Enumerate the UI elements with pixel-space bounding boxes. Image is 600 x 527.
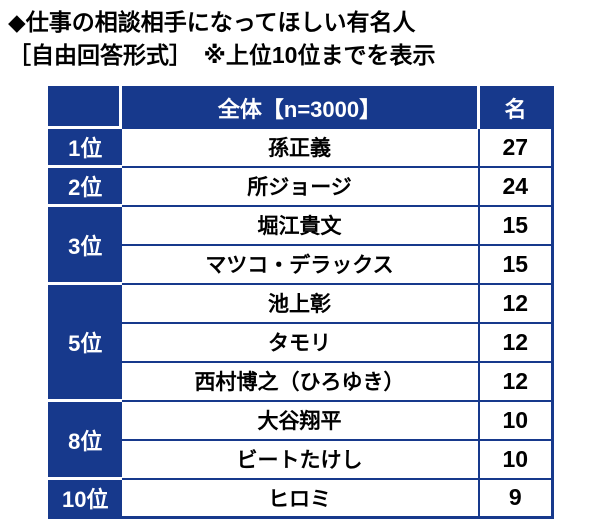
table-row: 西村博之（ひろゆき） 12 [50,360,554,402]
count-cell: 10 [477,438,554,480]
name-cell: 孫正義 [119,126,480,168]
count-cell: 24 [477,165,554,207]
count-cell: 10 [477,399,554,441]
name-cell: タモリ [119,321,480,363]
page-title: ◆仕事の相談相手になってほしい有名人 ［自由回答形式］ ※上位10位までを表示 [8,6,435,72]
name-cell: ヒロミ [119,477,480,519]
ranking-table: 全体【n=3000】 名 1位 孫正義 27 2位 所ジョージ 24 3位 堀江… [48,86,554,519]
name-cell: マツコ・デラックス [119,243,480,285]
table-row: 1位 孫正義 27 [49,126,554,168]
count-cell: 27 [477,126,554,168]
rank-cell: 10位 [49,478,121,518]
name-cell: ビートたけし [119,438,480,480]
table-row: マツコ・デラックス 15 [50,243,554,285]
title-line-1: ◆仕事の相談相手になってほしい有名人 [8,9,416,35]
count-cell: 9 [477,477,554,519]
table-row: 2位 所ジョージ 24 [49,165,554,207]
rank-cell: 2位 [49,166,121,207]
name-cell: 堀江貴文 [119,204,480,246]
count-cell: 15 [477,204,554,246]
name-cell: 西村博之（ひろゆき） [119,360,480,402]
unit-header-cell: 名 [477,87,553,128]
group-header-cell: 全体【n=3000】 [119,87,479,128]
table-row: 8位 大谷翔平 10 [49,399,554,480]
table-row: ビートたけし 10 [50,438,554,480]
count-cell: 12 [477,321,554,363]
name-cell: 池上彰 [119,282,480,324]
rank-cell: 5位 [49,283,121,402]
name-cell: 所ジョージ [119,165,480,207]
name-cell: 大谷翔平 [119,399,480,441]
count-cell: 15 [477,243,554,285]
count-cell: 12 [477,360,554,402]
rank-cell: 3位 [49,205,121,285]
rank-header-cell [49,87,121,129]
rank-cell: 1位 [49,127,121,168]
table-row: 5位 池上彰 12 [49,282,554,402]
header-row: 全体【n=3000】 名 [49,87,553,129]
rank-cell: 8位 [49,400,121,480]
title-line-2: ［自由回答形式］ ※上位10位までを表示 [8,42,436,68]
table-row: 10位 ヒロミ 9 [49,477,554,519]
table-row: タモリ 12 [50,321,554,363]
table-row: 3位 堀江貴文 15 [49,204,554,285]
count-cell: 12 [477,282,554,324]
